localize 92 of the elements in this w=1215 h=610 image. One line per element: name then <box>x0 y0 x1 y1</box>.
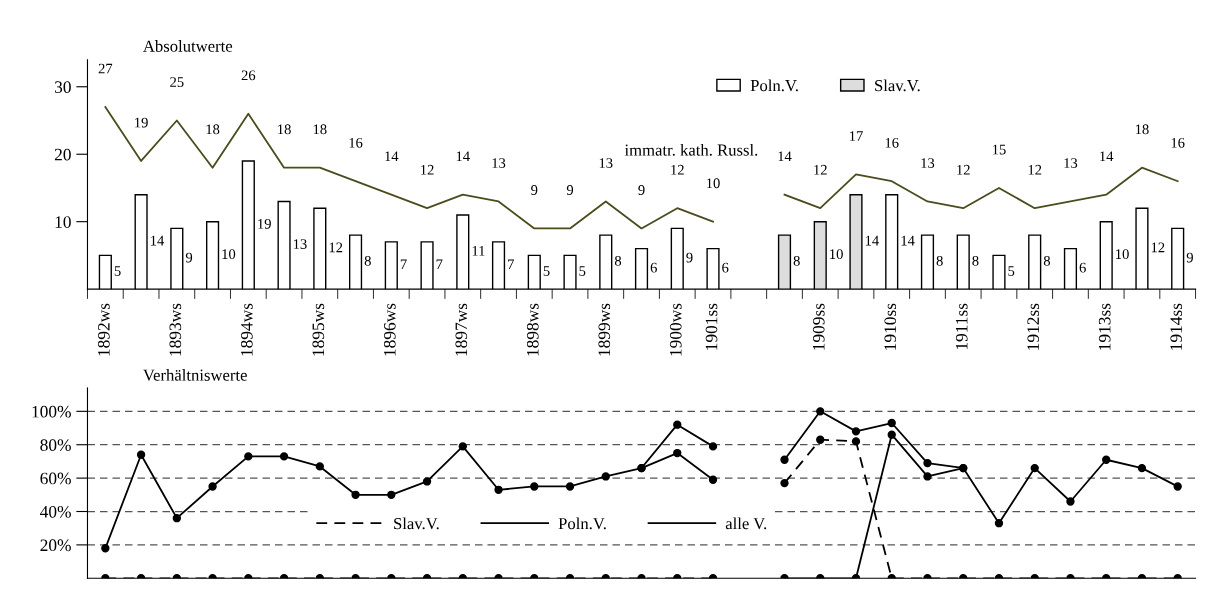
data-label: 14 <box>1100 151 1114 162</box>
data-label: 15 <box>992 144 1006 155</box>
data-label: 6 <box>650 262 657 273</box>
x-tick-label: 1914ss <box>1170 303 1183 350</box>
x-tick-label: 1910ss <box>884 303 897 350</box>
x-tick-label: 1913ss <box>1098 303 1111 350</box>
chart-title: Absolutwerte <box>143 40 233 52</box>
legend-label: alle V. <box>725 517 767 530</box>
data-label: 14 <box>456 151 470 162</box>
data-label: 26 <box>241 70 256 81</box>
y-tick-label: 100% <box>32 405 71 418</box>
x-tick-label: 1892ws <box>97 303 110 356</box>
data-label: 9 <box>566 185 574 195</box>
data-label: 8 <box>793 255 800 266</box>
data-label: 18 <box>1135 124 1149 135</box>
data-label: 8 <box>936 255 943 266</box>
x-tick-label: 1897ws <box>455 303 468 356</box>
data-label: 10 <box>830 249 843 260</box>
data-label: 12 <box>671 164 684 175</box>
data-label: 5 <box>1008 266 1015 276</box>
x-tick-label: 1900ws <box>669 303 682 356</box>
data-label: 5 <box>114 266 121 276</box>
data-label: 13 <box>492 158 506 168</box>
data-label: 5 <box>579 266 586 276</box>
data-label: 19 <box>258 218 271 229</box>
legend-label: Poln.V. <box>558 517 606 530</box>
x-tick-label: 1893ws <box>169 303 182 356</box>
data-label: 17 <box>849 131 863 141</box>
data-label: 18 <box>278 124 291 135</box>
data-label: 6 <box>722 262 729 273</box>
data-label: 10 <box>707 178 720 189</box>
x-tick-label: 1912ss <box>1027 303 1040 350</box>
data-label: 7 <box>400 259 407 270</box>
chart-title: Verhältniswerte <box>143 369 247 381</box>
x-tick-label: 1895ws <box>312 303 325 356</box>
data-label: 18 <box>206 124 220 135</box>
data-label: 19 <box>135 117 148 128</box>
data-label: 13 <box>293 239 307 249</box>
data-label: 8 <box>1043 255 1051 266</box>
data-label: 13 <box>921 158 935 168</box>
data-label: 9 <box>185 252 193 263</box>
data-label: 25 <box>170 77 184 87</box>
y-tick-label: 10 <box>55 216 71 228</box>
data-label: 12 <box>957 164 970 175</box>
y-tick-label: 80% <box>40 439 71 451</box>
text: immatr. kath. Russl. <box>624 143 758 156</box>
data-label: 12 <box>329 242 343 253</box>
y-tick-label: 60% <box>40 472 71 485</box>
data-label: 9 <box>531 185 538 195</box>
legend-label: Slav.V. <box>394 517 439 530</box>
data-label: 13 <box>1064 158 1078 168</box>
legend-label: Poln.V. <box>750 79 798 92</box>
data-label: 10 <box>1116 249 1129 260</box>
data-label: 14 <box>901 235 915 246</box>
data-label: 14 <box>865 235 879 246</box>
data-label: 12 <box>1028 164 1042 175</box>
x-tick-label: 1901ss <box>705 303 718 350</box>
x-tick-label: 1909ss <box>812 303 825 350</box>
x-tick-label: 1898ws <box>526 303 539 356</box>
data-label: 13 <box>599 158 613 168</box>
data-label: 8 <box>614 255 622 266</box>
data-label: 11 <box>472 245 485 256</box>
data-label: 9 <box>638 185 645 195</box>
data-label: 7 <box>436 259 443 270</box>
x-tick-label: 1896ws <box>383 303 396 356</box>
data-label: 8 <box>972 255 979 266</box>
data-label: 14 <box>150 235 165 246</box>
legend-label: Slav.V. <box>875 79 920 92</box>
data-label: 16 <box>349 137 363 148</box>
data-label: 6 <box>1079 262 1086 273</box>
data-label: 12 <box>1151 242 1165 253</box>
y-tick-label: 20 <box>54 148 71 161</box>
data-label: 12 <box>814 164 827 175</box>
data-label: 8 <box>364 255 371 266</box>
data-label: 10 <box>222 249 236 260</box>
data-label: 5 <box>543 266 550 276</box>
data-label: 14 <box>778 151 792 162</box>
x-tick-label: 1894ws <box>240 303 253 356</box>
y-tick-label: 40% <box>40 505 71 518</box>
x-tick-label: 1911ss <box>955 303 968 350</box>
data-label: 9 <box>686 252 693 263</box>
data-label: 18 <box>313 124 327 135</box>
data-label: 14 <box>385 151 399 162</box>
data-label: 16 <box>1171 137 1185 148</box>
y-tick-label: 20% <box>40 539 71 552</box>
x-tick-label: 1899ws <box>598 303 611 356</box>
data-label: 12 <box>421 164 434 175</box>
y-tick-label: 30 <box>54 81 71 93</box>
data-label: 16 <box>885 137 899 148</box>
data-label: 27 <box>98 63 113 74</box>
data-label: 7 <box>508 259 514 270</box>
data-label: 9 <box>1186 252 1193 263</box>
